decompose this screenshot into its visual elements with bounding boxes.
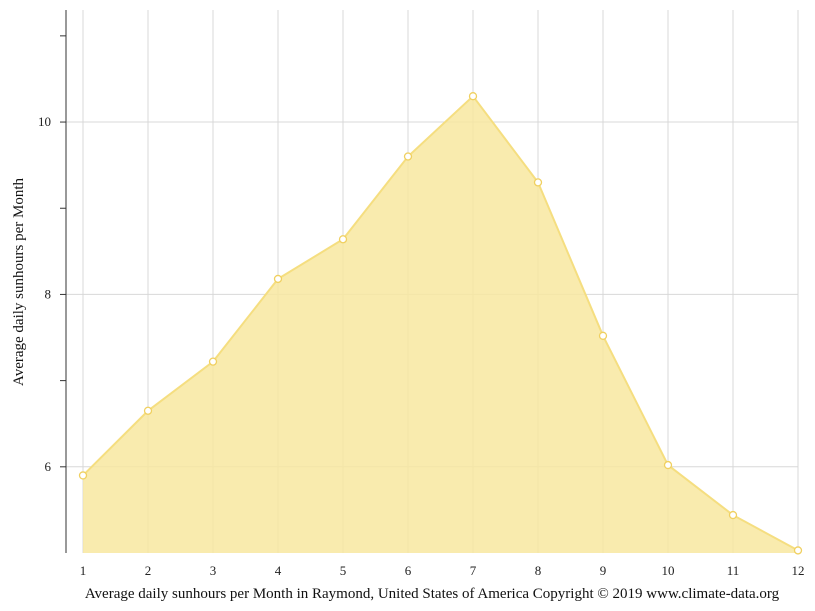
x-tick-label-5: 5 (340, 563, 347, 578)
data-point-3 (208, 357, 218, 366)
x-axis-tick-labels: 1 2 3 4 5 6 7 8 9 10 11 12 (80, 563, 805, 578)
x-tick-label-4: 4 (275, 563, 282, 578)
x-tick-label-12: 12 (792, 563, 805, 578)
x-tick-label-9: 9 (600, 563, 607, 578)
x-tick-label-2: 2 (145, 563, 152, 578)
data-point-10 (663, 460, 673, 470)
data-point-2 (143, 406, 153, 415)
data-point-5 (338, 235, 348, 244)
chart-caption: Average daily sunhours per Month in Raym… (85, 586, 780, 602)
y-tick-label-8: 8 (45, 286, 52, 301)
y-axis-ticks: 6 8 10 (38, 35, 66, 474)
data-point-12 (793, 546, 803, 555)
y-tick-label-6: 6 (45, 459, 52, 474)
data-point-8 (533, 178, 543, 187)
data-point-11 (728, 510, 738, 520)
data-point-6 (403, 152, 413, 161)
sunhours-area-line (82, 94, 799, 552)
sunhours-area-fill (83, 96, 798, 553)
x-tick-label-11: 11 (727, 563, 740, 578)
data-point-1 (78, 471, 88, 480)
x-tick-label-6: 6 (405, 563, 412, 578)
y-tick-label-10: 10 (38, 114, 51, 129)
x-tick-label-3: 3 (210, 563, 217, 578)
data-point-4 (273, 274, 283, 284)
x-tick-label-7: 7 (470, 563, 477, 578)
data-point-7 (468, 92, 478, 101)
x-tick-label-10: 10 (662, 563, 675, 578)
data-point-markers (78, 92, 803, 555)
x-tick-label-1: 1 (80, 563, 87, 578)
x-tick-label-8: 8 (535, 563, 542, 578)
data-point-9 (598, 331, 608, 340)
y-axis-title: Average daily sunhours per Month (11, 178, 27, 387)
